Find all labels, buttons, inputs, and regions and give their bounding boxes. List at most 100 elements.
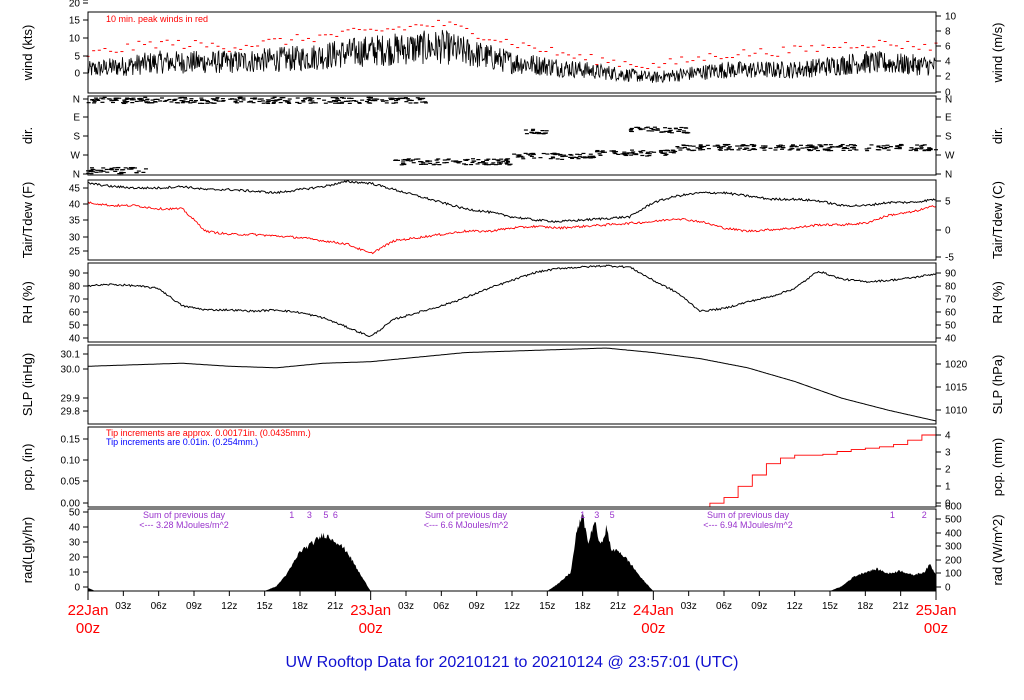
x-hour-label: 12z [504, 601, 520, 612]
y-tick-label-left: 0.05 [61, 477, 81, 488]
x-day-time-label: 00z [76, 620, 100, 637]
y-tick-label-right: 0 [945, 499, 951, 510]
x-hour-label: 06z [433, 601, 449, 612]
y-tick-label-left: 40 [69, 200, 81, 211]
radiation-tick-mark: 3 [594, 510, 599, 520]
y-tick-label-left: 30.0 [61, 365, 81, 376]
y-axis-label-left: pcp. (in) [20, 444, 35, 491]
x-hour-label: 18z [857, 601, 873, 612]
y-tick-label-left: S [73, 132, 80, 143]
y-tick-label-left: 15 [69, 16, 81, 27]
y-tick-label-left: 35 [69, 216, 81, 227]
x-hour-label: 03z [398, 601, 414, 612]
x-hour-label: 21z [893, 601, 909, 612]
peak-wind-marks [86, 19, 938, 70]
y-axis-label-left: RH (%) [20, 281, 35, 324]
y-tick-label-right: 60 [945, 308, 957, 319]
y-axis-label-right: pcp. (mm) [990, 438, 1005, 497]
panel-0: 0 5 10 15 20 0 2 4 6 8 10 wind (kts) wind (m/s) 10 mi… [20, 0, 1005, 99]
y-tick-label-right: 1010 [945, 406, 968, 417]
y-tick-label-right: 80 [945, 282, 957, 293]
x-hour-label: 09z [751, 601, 767, 612]
black-series-line [87, 347, 937, 422]
y-tick-label-right: 70 [945, 295, 957, 306]
y-tick-label-left: 20 [69, 553, 81, 564]
red-series-line [87, 201, 937, 255]
panel-frame [87, 426, 937, 508]
y-tick-label-right: N [945, 95, 952, 106]
y-tick-label-right: E [945, 113, 952, 124]
radiation-tick-mark: 5 [323, 510, 328, 520]
x-hour-label: 15z [257, 601, 273, 612]
day-sum-note: Sum of previous day [143, 510, 226, 520]
y-axis-label-right: RH (%) [990, 281, 1005, 324]
day-sum-value: <--- 6.6 MJoules/m^2 [424, 520, 509, 530]
y-tick-label-left: 50 [69, 508, 81, 519]
y-tick-label-right: 0 [945, 583, 951, 594]
x-hour-label: 15z [539, 601, 555, 612]
panel-5: 0.00 0.05 0.10 0.15 0 1 2 3 4 pcp. (in) pcp. (mm) T… [20, 426, 1005, 510]
x-hour-label: 21z [327, 601, 343, 612]
y-tick-label-left: 20 [69, 0, 81, 10]
y-axis-label-right: rad (W/m^2) [990, 514, 1005, 585]
y-tick-label-left: N [73, 95, 80, 106]
y-tick-label-left: 0 [74, 583, 80, 594]
y-tick-label-left: E [73, 113, 80, 124]
x-day-label: 23Jan [350, 602, 391, 619]
y-tick-label-right: 90 [945, 269, 957, 280]
y-tick-label-left: 30 [69, 233, 81, 244]
radiation-tick-mark: 5 [610, 510, 615, 520]
panel-3: 40 50 60 70 80 90 40 50 60 70 80 90 RH (%) RH (%) [20, 262, 1005, 345]
y-axis-label-right: SLP (hPa) [990, 355, 1005, 415]
x-hour-label: 09z [469, 601, 485, 612]
y-tick-label-left: 45 [69, 184, 81, 195]
y-tick-label-right: 4 [945, 57, 951, 68]
y-tick-label-left: 29.9 [61, 394, 81, 405]
x-day-label: 25Jan [916, 602, 957, 619]
radiation-tick-mark: 1 [890, 510, 895, 520]
y-tick-label-left: 0.15 [61, 435, 81, 446]
y-tick-label-left: 10 [69, 568, 81, 579]
y-tick-label-right: 100 [945, 569, 962, 580]
day-sum-value: <--- 3.28 MJoules/m^2 [139, 520, 229, 530]
y-tick-label-right: -5 [945, 253, 954, 264]
wind-series-line [87, 29, 937, 84]
panel-6: 010203040500100200300400500600rad(Lgly/h… [20, 502, 1005, 594]
y-tick-label-right: 2 [945, 72, 951, 83]
radiation-tick-mark: 1 [580, 510, 585, 520]
x-hour-label: 12z [787, 601, 803, 612]
y-axis-label-right: wind (m/s) [990, 23, 1005, 84]
x-hour-label: 12z [221, 601, 237, 612]
y-tick-label-left: 80 [69, 282, 81, 293]
chart-title: UW Rooftop Data for 20210121 to 20210124… [286, 654, 739, 671]
y-tick-label-left: 25 [69, 247, 81, 258]
y-axis-label-left: SLP (inHg) [20, 353, 35, 416]
panel-4: 29.829.930.030.130.2101010151020SLP (inH… [20, 0, 1005, 425]
x-hour-label: 03z [115, 601, 131, 612]
y-tick-label-right: 400 [945, 529, 962, 540]
black-series-line [87, 180, 937, 223]
y-axis-label-left: wind (kts) [20, 25, 35, 82]
y-tick-label-left: 0.10 [61, 456, 81, 467]
y-tick-label-left: 60 [69, 308, 81, 319]
x-hour-label: 06z [151, 601, 167, 612]
black-series-line [87, 264, 937, 338]
x-hour-label: 18z [292, 601, 308, 612]
y-tick-label-right: 0 [945, 226, 951, 237]
tip-increment-note: Tip increments are 0.01in. (0.254mm.) [106, 437, 258, 447]
y-tick-label-right: 1020 [945, 360, 968, 371]
x-day-time-label: 00z [641, 620, 665, 637]
x-axis: 03z 06z 09z 12z 15z 18z 21z 03z 06z 09z 12z 15z 18z 2… [68, 591, 957, 637]
y-tick-label-right: 600 [945, 502, 962, 513]
y-tick-label-right: 1 [945, 482, 951, 493]
tip-increment-note: Tip increments are approx. 0.00171in. (0… [106, 428, 311, 438]
y-axis-label-left: dir. [20, 127, 35, 144]
panel-2: 25 30 35 40 45 -5 0 5 Tair/Tdew (F) Tair/Tdew (C) [20, 179, 1005, 264]
x-hour-label: 09z [186, 601, 202, 612]
y-tick-label-right: 6 [945, 42, 951, 53]
y-tick-label-right: 8 [945, 27, 951, 38]
y-axis-label-left: Tair/Tdew (F) [20, 182, 35, 259]
y-tick-label-right: 1015 [945, 383, 968, 394]
y-tick-label-right: 3 [945, 448, 951, 459]
